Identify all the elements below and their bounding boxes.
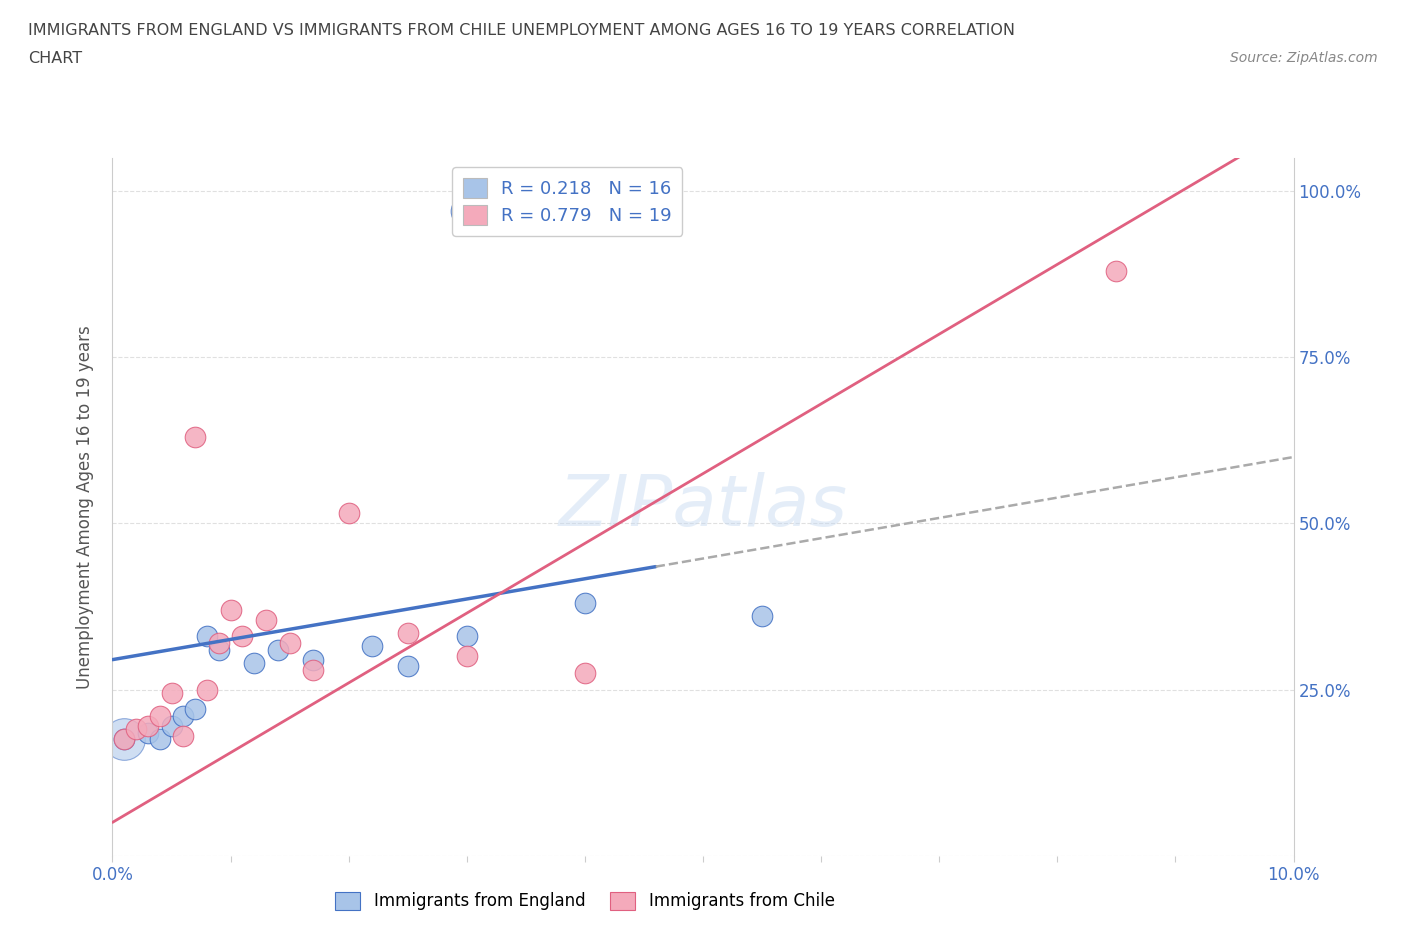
Y-axis label: Unemployment Among Ages 16 to 19 years: Unemployment Among Ages 16 to 19 years (76, 325, 94, 689)
Point (574, 666, 596, 681)
Point (456, 629, 478, 644)
Point (254, 612, 277, 627)
Point (337, 506, 360, 521)
Point (136, 719, 159, 734)
Point (302, 652, 325, 667)
Point (184, 430, 207, 445)
Point (172, 709, 194, 724)
Point (302, 662, 325, 677)
Point (195, 629, 218, 644)
Point (751, 609, 773, 624)
Point (219, 603, 242, 618)
Point (231, 629, 253, 644)
Point (208, 635, 231, 650)
Point (456, 204, 478, 219)
Text: ZIPatlas: ZIPatlas (558, 472, 848, 541)
Point (515, 204, 537, 219)
Point (160, 685, 183, 700)
Text: Source: ZipAtlas.com: Source: ZipAtlas.com (1230, 51, 1378, 65)
Point (278, 635, 301, 650)
Text: IMMIGRANTS FROM ENGLAND VS IMMIGRANTS FROM CHILE UNEMPLOYMENT AMONG AGES 16 TO 1: IMMIGRANTS FROM ENGLAND VS IMMIGRANTS FR… (28, 23, 1015, 38)
Point (574, 596, 596, 611)
Point (195, 682, 218, 697)
Point (184, 702, 207, 717)
Point (172, 728, 194, 743)
Point (149, 732, 172, 747)
Point (361, 639, 384, 654)
Text: CHART: CHART (28, 51, 82, 66)
Point (160, 719, 183, 734)
Point (208, 643, 231, 658)
Point (267, 643, 290, 658)
Point (136, 725, 159, 740)
Point (243, 656, 266, 671)
Legend: Immigrants from England, Immigrants from Chile: Immigrants from England, Immigrants from… (329, 885, 841, 917)
Point (112, 732, 135, 747)
Point (456, 649, 478, 664)
Point (396, 658, 419, 673)
Point (112, 732, 135, 747)
Point (149, 709, 172, 724)
Point (125, 722, 148, 737)
Point (112, 732, 135, 747)
Point (396, 626, 419, 641)
Point (1105, 263, 1128, 278)
